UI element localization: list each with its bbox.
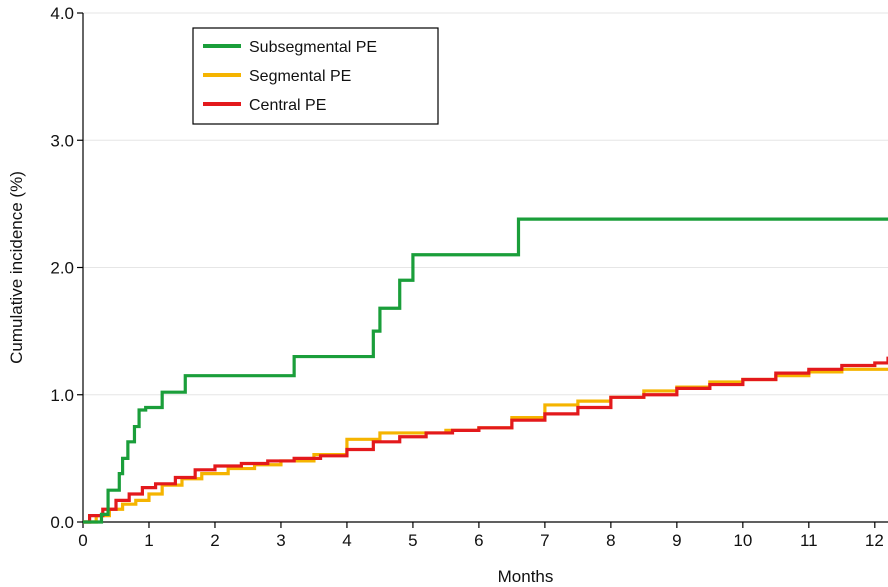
- x-tick-label: 2: [210, 531, 219, 550]
- x-tick-label: 1: [144, 531, 153, 550]
- x-tick-label: 10: [733, 531, 752, 550]
- y-axis-label: Cumulative incidence (%): [7, 171, 26, 364]
- y-ticks: 0.0 1.0 2.0 3.0 4.0: [50, 4, 83, 532]
- x-tick-label: 4: [342, 531, 351, 550]
- y-tick-label: 4.0: [50, 4, 74, 23]
- legend-label-0: Subsegmental PE: [249, 39, 377, 56]
- x-tick-label: 9: [672, 531, 681, 550]
- x-tick-label: 12: [865, 531, 884, 550]
- plot-area: [83, 217, 888, 524]
- x-tick-label: 6: [474, 531, 483, 550]
- x-tick-label: 0: [78, 531, 87, 550]
- legend-label-2: Central PE: [249, 97, 326, 114]
- series-line-2: [83, 356, 888, 524]
- gridlines: [83, 12, 888, 396]
- series-line-0: [83, 217, 888, 524]
- x-ticks: 0 1 2 3 4 5 6 7 8 9 10 11 12: [78, 522, 884, 550]
- y-tick-label: 0.0: [50, 513, 74, 532]
- x-tick-label: 8: [606, 531, 615, 550]
- legend-label-1: Segmental PE: [249, 68, 351, 85]
- y-tick-label: 3.0: [50, 131, 74, 150]
- legend: Subsegmental PE Segmental PE Central PE: [192, 27, 439, 125]
- x-tick-label: 3: [276, 531, 285, 550]
- series-line-1: [83, 367, 888, 524]
- x-tick-label: 7: [540, 531, 549, 550]
- x-axis-label: Months: [498, 567, 554, 586]
- y-tick-label: 1.0: [50, 386, 74, 405]
- x-tick-label: 11: [800, 531, 818, 550]
- x-tick-label: 5: [408, 531, 417, 550]
- y-tick-label: 2.0: [50, 259, 74, 278]
